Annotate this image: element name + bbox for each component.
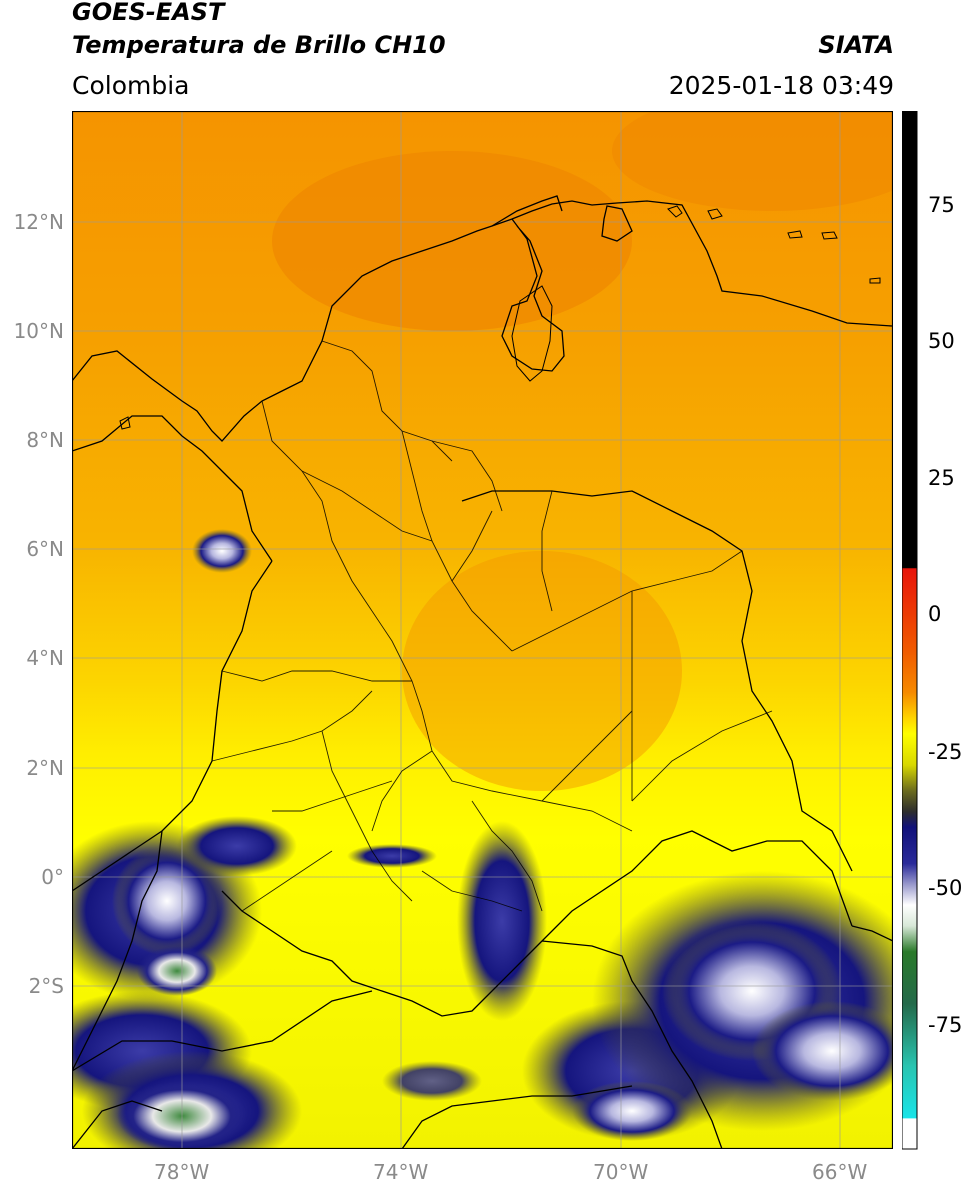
map-frame <box>72 111 893 1149</box>
timestamp-label: 2025-01-18 03:49 <box>668 71 894 100</box>
colorbar-tick-label: 50 <box>928 329 955 353</box>
lat-tick-label: 8°N <box>26 428 64 452</box>
colorbar <box>902 111 918 1150</box>
brand-label: SIATA <box>818 31 894 59</box>
lat-tick-label: 10°N <box>13 319 64 343</box>
lat-tick-label: 2°S <box>28 974 64 998</box>
region-label: Colombia <box>72 71 190 100</box>
lon-tick-label: 78°W <box>154 1160 210 1184</box>
colorbar-tick-label: 0 <box>928 602 942 626</box>
lon-tick-label: 74°W <box>373 1160 429 1184</box>
lon-tick-label: 70°W <box>593 1160 649 1184</box>
lake-maracaibo <box>511 285 553 382</box>
lat-tick-label: 12°N <box>13 210 64 234</box>
lat-tick-label: 6°N <box>26 537 64 561</box>
colorbar-tick-label: -25 <box>928 740 963 764</box>
lat-tick-label: 0° <box>41 865 64 889</box>
colorbar-tick-label: 75 <box>928 193 955 217</box>
satellite-title: GOES-EAST <box>72 0 225 26</box>
islands <box>119 205 881 430</box>
lat-tick-label: 4°N <box>26 646 64 670</box>
lat-tick-label: 2°N <box>26 756 64 780</box>
colorbar-tick-label: -50 <box>928 876 963 900</box>
admin-borders <box>211 340 773 912</box>
cloud-cover <box>72 529 893 1149</box>
colorbar-tick-label: -75 <box>928 1013 963 1037</box>
product-title: Temperatura de Brillo CH10 <box>72 31 446 59</box>
colorbar-tick-label: 25 <box>928 466 955 490</box>
graticule <box>72 111 893 1149</box>
brightness-temperature-map <box>72 111 893 1149</box>
lon-tick-label: 66°W <box>812 1160 868 1184</box>
